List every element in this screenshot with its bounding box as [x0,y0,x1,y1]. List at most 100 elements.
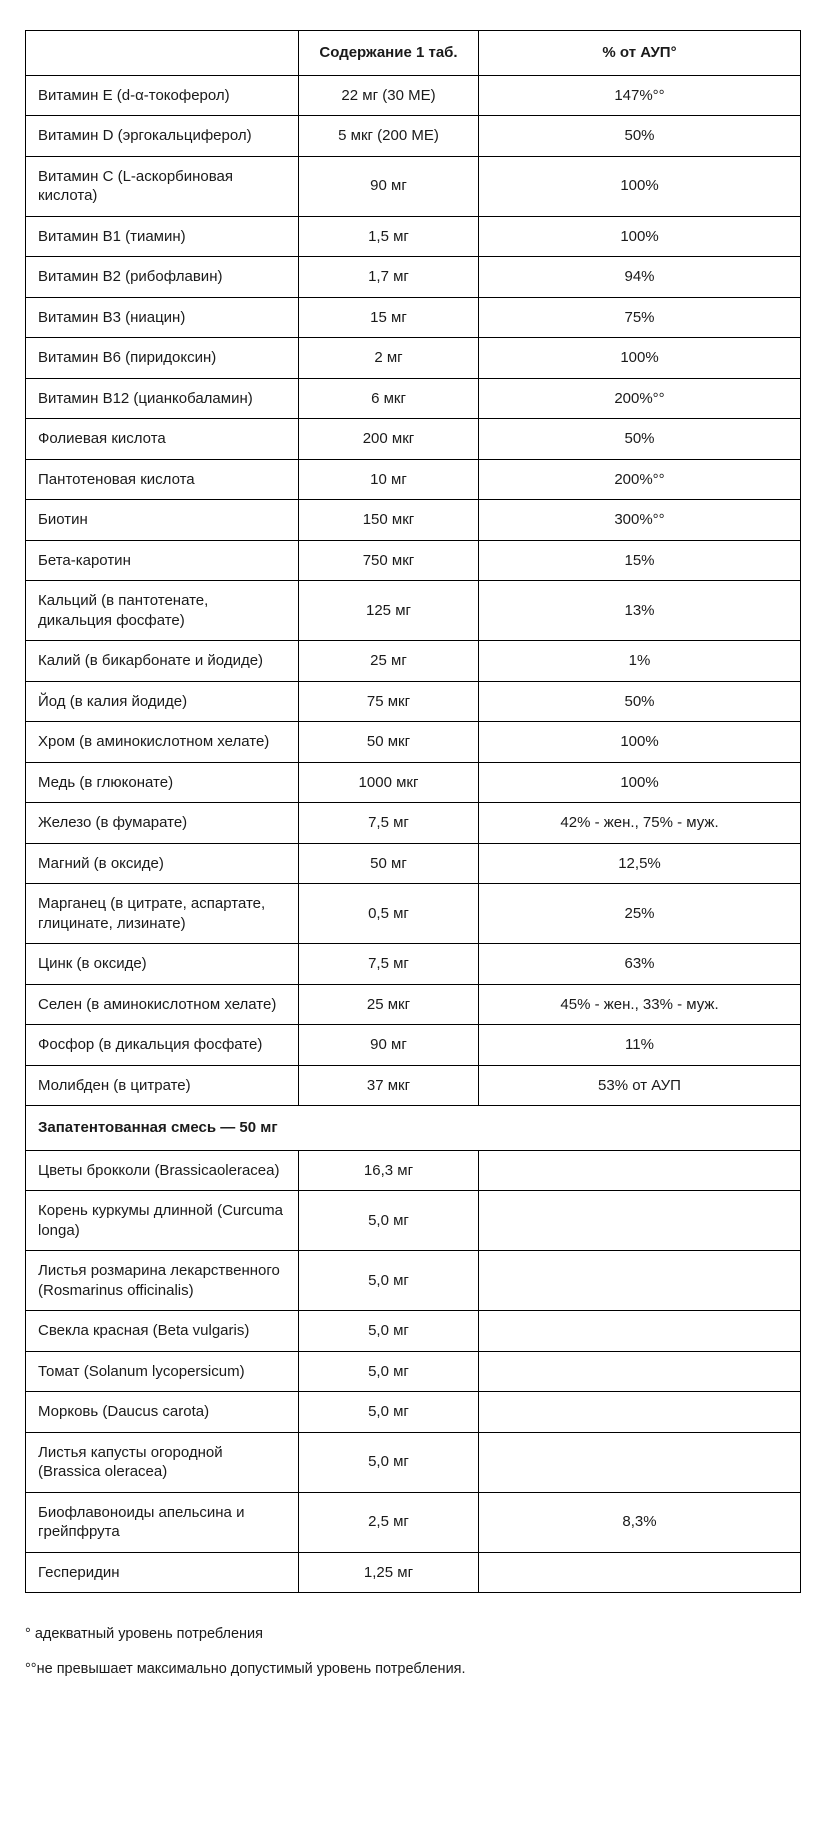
percent-cell: 50% [478,115,801,157]
table-row: Медь (в глюконате) 1000 мкг 100% [25,761,801,803]
percent-cell: 50% [478,680,801,722]
amount-cell: 5,0 мг [298,1310,479,1352]
percent-cell: 94% [478,256,801,298]
table-row: Цинк (в оксиде) 7,5 мг 63% [25,943,801,985]
table-row: Витамин D (эргокальциферол) 5 мкг (200 МЕ… [25,115,801,157]
footnotes: ° адекватный уровень потребления °°не пр… [25,1625,800,1679]
table-header-row: Содержание 1 таб. % от АУП° [25,30,801,76]
ingredient-name-cell: Калий (в бикарбонате и йодиде) [25,640,299,682]
percent-cell [478,1149,801,1191]
amount-cell: 2,5 мг [298,1491,479,1553]
ingredient-name-cell: Йод (в калия йодиде) [25,680,299,722]
percent-cell [478,1391,801,1433]
table-row: Листья розмарина лекарственного (Rosmari… [25,1250,801,1311]
table-row: Фолиевая кислота 200 мкг 50% [25,418,801,460]
percent-cell: 75% [478,296,801,338]
percent-cell: 45% - жен., 33% - муж. [478,983,801,1025]
amount-cell: 0,5 мг [298,883,479,944]
percent-cell: 50% [478,418,801,460]
ingredient-name-cell: Витамин Е (d-α-токоферол) [25,74,299,116]
amount-cell: 2 мг [298,337,479,379]
amount-cell: 15 мг [298,296,479,338]
table-row: Витамин В12 (цианкобаламин) 6 мкг 200%°° [25,377,801,419]
header-percent-aup: % от АУП° [478,30,801,76]
amount-cell: 5,0 мг [298,1190,479,1251]
percent-cell: 8,3% [478,1491,801,1553]
table-row: Томат (Solanum lycopersicum) 5,0 мг [25,1350,801,1392]
table-row: Йод (в калия йодиде) 75 мкг 50% [25,680,801,722]
ingredient-name-cell: Витамин С (L-аскорбиновая кислота) [25,155,299,217]
section-header-patented-blend: Запатентованная смесь — 50 мг [25,1105,801,1151]
ingredient-name-cell: Марганец (в цитрате, аспартате, глицинат… [25,883,299,944]
percent-cell: 100% [478,215,801,257]
table-row: Витамин С (L-аскорбиновая кислота) 90 мг 1… [25,155,801,217]
percent-cell: 63% [478,943,801,985]
percent-cell: 147%°° [478,74,801,116]
ingredient-name-cell: Цинк (в оксиде) [25,943,299,985]
amount-cell: 5,0 мг [298,1350,479,1392]
main-rows: Витамин Е (d-α-токоферол) 22 мг (30 МЕ) 14… [25,74,801,1106]
table-row: Пантотеновая кислота 10 мг 200%°° [25,458,801,500]
amount-cell: 7,5 мг [298,802,479,844]
header-amount-per-tablet: Содержание 1 таб. [298,30,479,76]
ingredient-name-cell: Витамин В1 (тиамин) [25,215,299,257]
amount-cell: 7,5 мг [298,943,479,985]
amount-cell: 16,3 мг [298,1149,479,1191]
ingredient-name-cell: Цветы брокколи (Brassicaoleracea) [25,1149,299,1191]
table-row: Кальций (в пантотенате, дикальция фосфат… [25,580,801,641]
ingredient-name-cell: Витамин D (эргокальциферол) [25,115,299,157]
ingredient-name-cell: Медь (в глюконате) [25,761,299,803]
percent-cell: 25% [478,883,801,944]
ingredient-name-cell: Магний (в оксиде) [25,842,299,884]
amount-cell: 5 мкг (200 МЕ) [298,115,479,157]
ingredient-name-cell: Томат (Solanum lycopersicum) [25,1350,299,1392]
ingredient-name-cell: Фолиевая кислота [25,418,299,460]
section-header-row: Запатентованная смесь — 50 мг [25,1105,801,1151]
table-row: Бета-каротин 750 мкг 15% [25,539,801,581]
table-row: Калий (в бикарбонате и йодиде) 25 мг 1% [25,640,801,682]
table-row: Корень куркумы длинной (Curcuma longa) 5,… [25,1190,801,1251]
amount-cell: 75 мкг [298,680,479,722]
amount-cell: 22 мг (30 МЕ) [298,74,479,116]
table-row: Витамин В6 (пиридоксин) 2 мг 100% [25,337,801,379]
percent-cell: 100% [478,721,801,763]
ingredient-name-cell: Молибден (в цитрате) [25,1064,299,1106]
percent-cell: 100% [478,155,801,217]
ingredient-name-cell: Витамин В3 (ниацин) [25,296,299,338]
amount-cell: 200 мкг [298,418,479,460]
blend-rows: Цветы брокколи (Brassicaoleracea) 16,3 мг… [25,1149,801,1593]
table-row: Витамин Е (d-α-токоферол) 22 мг (30 МЕ) 14… [25,74,801,116]
percent-cell: 15% [478,539,801,581]
amount-cell: 125 мг [298,580,479,641]
amount-cell: 1000 мкг [298,761,479,803]
amount-cell: 150 мкг [298,499,479,541]
percent-cell: 1% [478,640,801,682]
nutrition-table: Содержание 1 таб. % от АУП° Витамин Е (d… [25,30,801,1593]
ingredient-name-cell: Биофлавоноиды апельсина и грейпфрута [25,1491,299,1553]
table-row: Железо (в фумарате) 7,5 мг 42% - жен., 75%… [25,802,801,844]
table-row: Биотин 150 мкг 300%°° [25,499,801,541]
ingredient-name-cell: Железо (в фумарате) [25,802,299,844]
table-row: Хром (в аминокислотном хелате) 50 мкг 100% [25,721,801,763]
percent-cell [478,1310,801,1352]
amount-cell: 1,25 мг [298,1551,479,1593]
ingredient-name-cell: Фосфор (в дикальция фосфате) [25,1024,299,1066]
percent-cell: 42% - жен., 75% - муж. [478,802,801,844]
amount-cell: 1,5 мг [298,215,479,257]
amount-cell: 50 мг [298,842,479,884]
table-row: Цветы брокколи (Brassicaoleracea) 16,3 мг [25,1149,801,1191]
ingredient-name-cell: Пантотеновая кислота [25,458,299,500]
percent-cell: 200%°° [478,377,801,419]
percent-cell [478,1190,801,1251]
table-row: Витамин В3 (ниацин) 15 мг 75% [25,296,801,338]
ingredient-name-cell: Хром (в аминокислотном хелате) [25,721,299,763]
amount-cell: 25 мкг [298,983,479,1025]
ingredient-name-cell: Витамин В12 (цианкобаламин) [25,377,299,419]
percent-cell: 100% [478,337,801,379]
ingredient-name-cell: Морковь (Daucus carota) [25,1391,299,1433]
ingredient-name-cell: Кальций (в пантотенате, дикальция фосфат… [25,580,299,641]
percent-cell: 11% [478,1024,801,1066]
ingredient-name-cell: Листья розмарина лекарственного (Rosmari… [25,1250,299,1311]
footnote-adequate-level: ° адекватный уровень потребления [25,1626,263,1642]
